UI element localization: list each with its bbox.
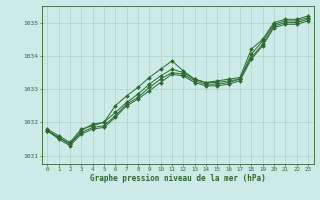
X-axis label: Graphe pression niveau de la mer (hPa): Graphe pression niveau de la mer (hPa) xyxy=(90,174,266,183)
